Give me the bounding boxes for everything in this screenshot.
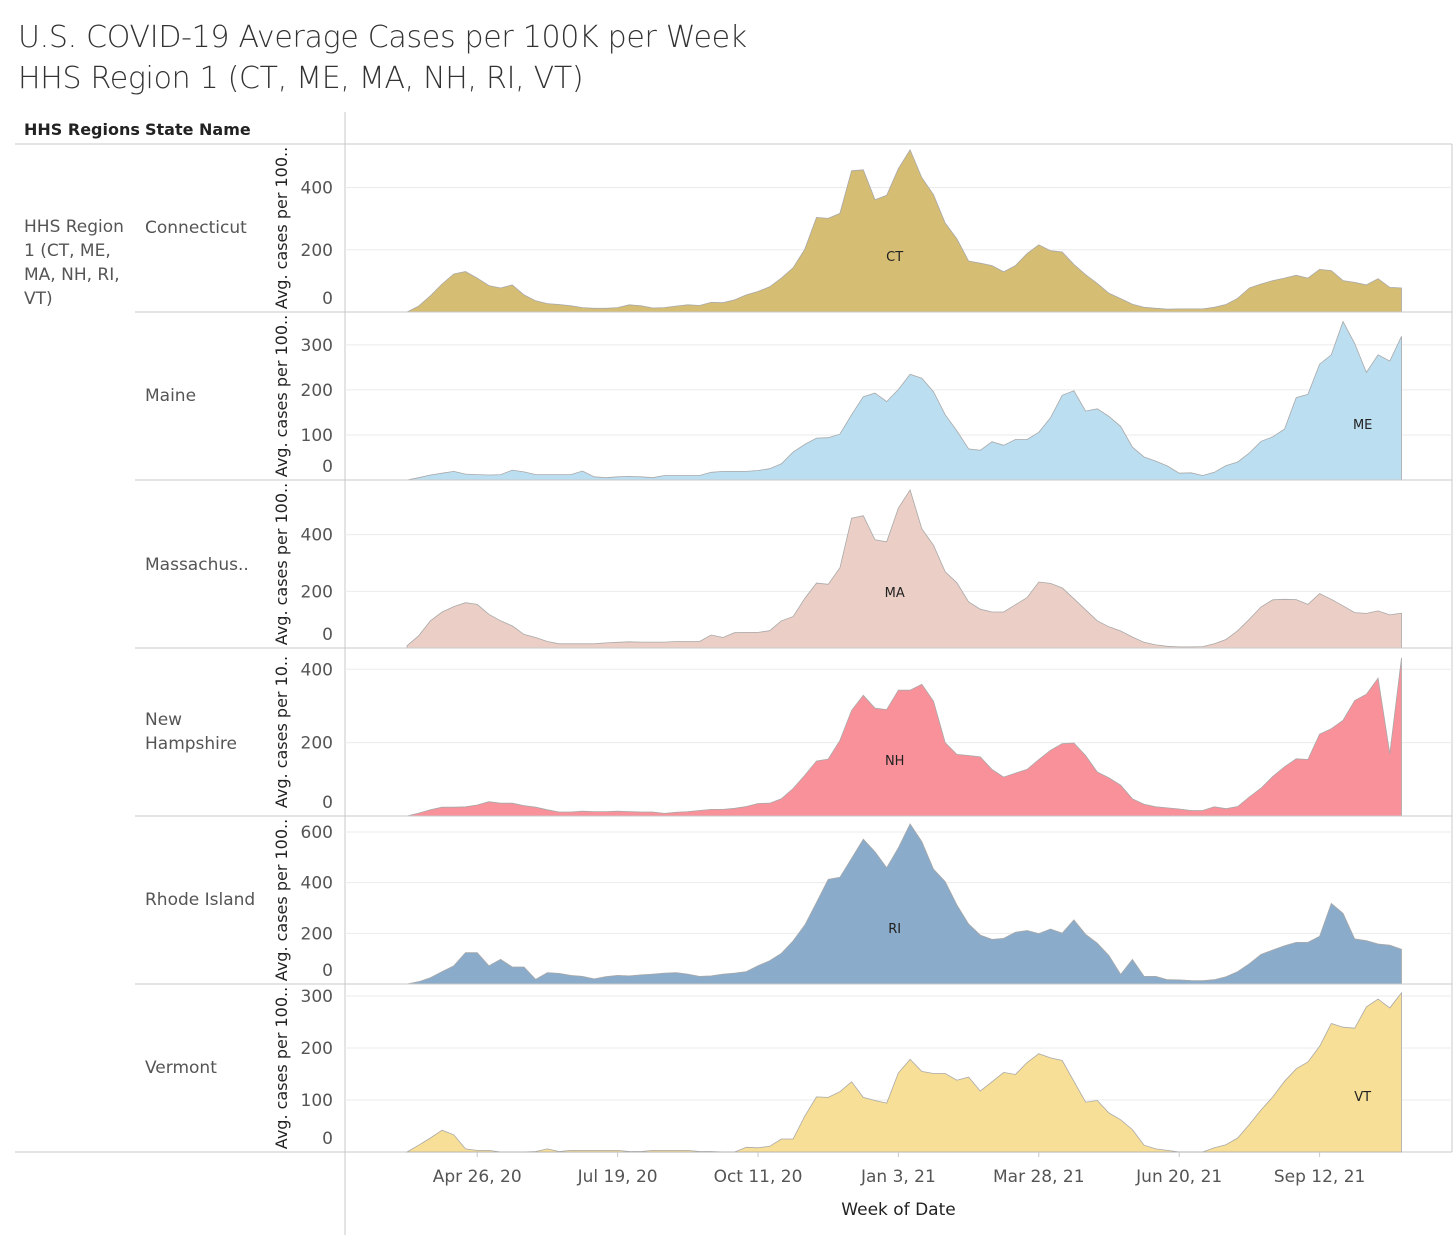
area-me (406, 320, 1402, 481)
area-nh (406, 657, 1402, 817)
area-label: MA (885, 586, 905, 601)
y-tick-label: 200 (301, 1039, 333, 1059)
y-tick-label: 0 (322, 1129, 333, 1149)
panel-vt: 0 100 200 300 VT Avg. cases per 100.. (272, 987, 1452, 1153)
region-label: HHS Region 1 (CT, ME, MA, NH, RI, VT) (24, 217, 124, 309)
header-state-name[interactable]: State Name (145, 120, 251, 139)
y-axis-title: Avg. cases per 100.. (272, 483, 291, 645)
state-label-new-hampshire: New Hampshire (145, 710, 237, 754)
panel-nh: 0 200 400 NH Avg. cases per 10.. (135, 656, 1452, 817)
area-label: VT (1354, 1090, 1371, 1105)
area-vt (405, 991, 1402, 1153)
y-tick-label: 400 (301, 526, 333, 546)
y-tick-label: 0 (322, 457, 333, 477)
y-axis-title: Avg. cases per 100.. (272, 819, 291, 981)
area-ct (406, 149, 1402, 313)
state-label-maine: Maine (145, 386, 197, 406)
y-tick-label: 200 (301, 924, 333, 944)
y-tick-label: 200 (301, 381, 333, 401)
panel-me: 0 100 200 300 ME Avg. cases per 100.. (135, 315, 1452, 481)
area-label: RI (888, 922, 901, 937)
y-axis-title: Avg. cases per 10.. (272, 656, 291, 808)
panel-ri: 0 200 400 600 RI Avg. cases per 100.. (135, 819, 1452, 985)
y-tick-label: 200 (301, 241, 333, 261)
x-tick-label: Mar 28, 21 (993, 1167, 1085, 1187)
header-hhs-regions[interactable]: HHS Regions (24, 120, 140, 139)
panel-ma: 0 200 400 MA Avg. cases per 100.. (135, 483, 1452, 649)
y-tick-label: 600 (301, 823, 333, 843)
x-tick-label: Jul 19, 20 (577, 1167, 658, 1187)
area-label: CT (886, 250, 903, 265)
y-tick-label: 300 (301, 336, 333, 356)
y-tick-label: 200 (301, 734, 333, 754)
area-label: ME (1353, 418, 1372, 433)
state-label-rhode-island: Rhode Island (145, 890, 256, 910)
chart-title: U.S. COVID-19 Average Cases per 100K per… (18, 20, 747, 55)
y-tick-label: 0 (322, 289, 333, 309)
x-tick-label: Jan 3, 21 (860, 1167, 936, 1187)
y-tick-label: 400 (301, 874, 333, 894)
y-tick-label: 0 (322, 793, 333, 813)
x-axis-title: Week of Date (841, 1200, 956, 1220)
area-label: NH (885, 754, 905, 769)
y-tick-label: 100 (301, 1091, 333, 1111)
panel-ct: 0 200 400 CT Avg. cases per 100.. (135, 147, 1452, 313)
y-axis-title: Avg. cases per 100.. (272, 315, 291, 477)
y-tick-label: 300 (301, 987, 333, 1007)
area-ri (406, 823, 1402, 985)
x-tick-label: Oct 11, 20 (714, 1167, 803, 1187)
area-ma (406, 488, 1402, 649)
x-tick-label: Jun 20, 21 (1135, 1167, 1222, 1187)
y-axis-title: Avg. cases per 100.. (272, 987, 291, 1149)
y-tick-label: 100 (301, 426, 333, 446)
y-tick-label: 400 (301, 179, 333, 199)
x-tick-label: Apr 26, 20 (433, 1167, 522, 1187)
state-label-vermont: Vermont (145, 1058, 217, 1078)
y-tick-label: 0 (322, 625, 333, 645)
state-label-connecticut: Connecticut (145, 218, 247, 238)
y-tick-label: 200 (301, 582, 333, 602)
x-tick-label: Sep 12, 21 (1274, 1167, 1366, 1187)
y-tick-label: 400 (301, 660, 333, 680)
state-label-massachusetts: Massachus.. (145, 555, 249, 575)
y-tick-label: 0 (322, 961, 333, 981)
chart-subtitle: HHS Region 1 (CT, ME, MA, NH, RI, VT) (18, 61, 584, 96)
y-axis-title: Avg. cases per 100.. (272, 147, 291, 309)
